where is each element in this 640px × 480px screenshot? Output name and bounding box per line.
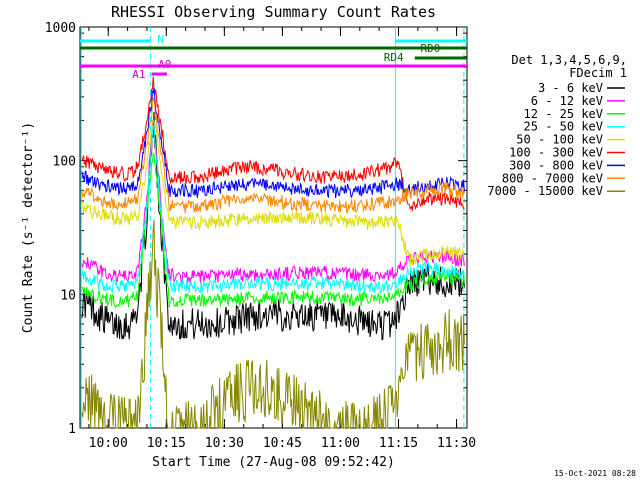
x-axis-label: Start Time (27-Aug-08 09:52:42) — [152, 455, 395, 470]
label-A0: A0 — [158, 58, 171, 71]
x-tick-label: 11:30 — [437, 436, 476, 451]
legend-label: 800 - 7000 keV — [502, 171, 603, 185]
legend-title-line1: Det 1,3,4,5,6,9, — [511, 53, 627, 67]
series-line-800to7000keV — [81, 97, 465, 214]
x-tick-label: 11:00 — [321, 436, 360, 451]
y-tick-label: 10 — [60, 288, 76, 303]
series-line-100to300keV — [81, 76, 465, 211]
label-N: N — [157, 33, 164, 46]
x-tick-label: 10:45 — [263, 436, 302, 451]
legend-title-line2: FDecim 1 — [569, 66, 627, 80]
chart-title: RHESSI Observing Summary Count Rates — [111, 3, 436, 21]
label-RD4: RD4 — [384, 51, 404, 64]
series-line-7000to15000keV — [81, 219, 465, 429]
legend-label: 12 - 25 keV — [524, 107, 603, 121]
y-tick-label: 1000 — [45, 21, 76, 36]
plot-frame — [79, 26, 468, 429]
series-line-50to100keV — [81, 119, 465, 267]
x-tick-label: 10:00 — [89, 436, 128, 451]
series-line-12to25keV — [81, 152, 465, 309]
footer-date: 15-Oct-2021 08:28 — [554, 469, 636, 478]
x-tick-label: 10:30 — [205, 436, 244, 451]
series-line-6to12keV — [81, 123, 465, 285]
x-tick-label: 10:15 — [147, 436, 186, 451]
legend-label: 50 - 100 keV — [516, 133, 603, 147]
legend-label: 100 - 300 keV — [509, 146, 603, 160]
legend-label: 300 - 800 keV — [509, 158, 603, 172]
y-axis-label: Count Rate (s⁻¹ detector⁻¹) — [21, 122, 36, 333]
legend-label: 6 - 12 keV — [531, 94, 603, 108]
y-tick-label: 1 — [68, 422, 76, 437]
legend-label: 3 - 6 keV — [538, 81, 603, 95]
series-line-300to800keV — [81, 87, 465, 199]
series-line-3to6keV — [81, 111, 465, 341]
series-line-25to50keV — [81, 123, 465, 294]
x-tick-label: 11:15 — [379, 436, 418, 451]
label-A1: A1 — [132, 68, 145, 81]
legend-label: 7000 - 15000 keV — [487, 184, 603, 198]
legend-label: 25 - 50 keV — [524, 120, 603, 134]
label-RD0: RD0 — [421, 42, 441, 55]
y-tick-label: 100 — [53, 155, 76, 170]
